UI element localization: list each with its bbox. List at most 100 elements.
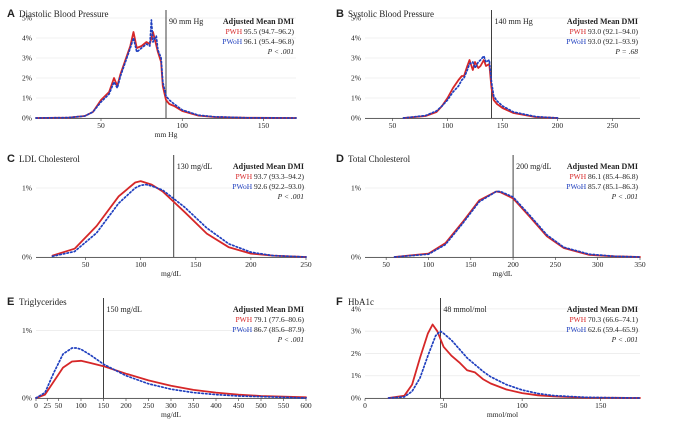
- y-tick-label: 4%: [22, 34, 32, 43]
- threshold-label: 200 mg/dL: [516, 162, 551, 171]
- x-tick-label: 100: [75, 401, 87, 410]
- x-tick-label: 150: [258, 121, 270, 130]
- legend-row-pwh: PWH 70.3 (66.6–74.1): [569, 315, 638, 324]
- legend-value: 95.5 (94.7–96.2): [242, 27, 294, 36]
- threshold-label: 130 mg/dL: [177, 162, 212, 171]
- y-tick-label: 1%: [22, 326, 32, 335]
- y-tick-label: 0%: [351, 253, 361, 262]
- x-axis-label: mm Hg: [155, 130, 178, 139]
- x-tick-label: 50: [440, 401, 448, 410]
- x-tick-label: 250: [143, 401, 155, 410]
- x-tick-label: 350: [634, 260, 646, 269]
- panel-letter: D: [336, 153, 344, 165]
- panel-title: Triglycerides: [19, 297, 67, 307]
- y-tick-label: 1%: [351, 184, 361, 193]
- legend-value: 96.1 (95.4–96.8): [242, 37, 294, 46]
- panel-title: Systolic Blood Pressure: [348, 9, 434, 19]
- p-value: P < .001: [611, 335, 638, 344]
- x-tick-label: 100: [177, 121, 189, 130]
- series-line-pwh: [35, 359, 307, 399]
- p-value: P < .001: [611, 192, 638, 201]
- x-tick-label: 150: [595, 401, 607, 410]
- x-tick-label: 0: [34, 401, 38, 410]
- series-line-pwh: [393, 190, 641, 258]
- x-tick-label: 100: [423, 260, 435, 269]
- legend-value: 93.0 (92.1–93.9): [586, 37, 638, 46]
- y-tick-label: 0%: [351, 394, 361, 403]
- x-axis-label: mmol/mol: [487, 410, 518, 419]
- y-tick-label: 1%: [351, 371, 361, 380]
- threshold-label: 140 mm Hg: [495, 17, 533, 26]
- p-value: P < .001: [277, 192, 304, 201]
- y-tick-label: 1%: [351, 94, 361, 103]
- legend-group-name: PWH: [569, 27, 586, 36]
- panel-c: 0% 1% 50 100 150 200 250 mg/dL 130 mg/dL C LDL Cho…: [7, 153, 312, 278]
- panel-title: Total Cholesterol: [348, 154, 411, 164]
- x-tick-label: 250: [607, 121, 619, 130]
- x-tick-label: 100: [442, 121, 454, 130]
- x-tick-label: 150: [497, 121, 509, 130]
- legend-row-pwoh: PWoH 93.0 (92.1–93.9): [566, 37, 638, 46]
- legend-row-pwh: PWH 93.7 (93.3–94.2): [235, 172, 304, 181]
- panel-letter: B: [336, 8, 344, 20]
- panel-a: 0% 1% 2% 3% 4% 5% 50 100 150 mm Hg 90 mm Hg A Diasto…: [7, 8, 297, 139]
- x-tick-label: 25: [44, 401, 52, 410]
- panel-d: 0% 1% 50 100 150 200 250 300 350 mg/dL 200 mg/dL D T…: [336, 153, 646, 278]
- y-tick-label: 2%: [22, 74, 32, 83]
- legend-value: 93.7 (93.3–94.2): [252, 172, 304, 181]
- legend-row-pwh: PWH 79.1 (77.6–80.6): [235, 315, 304, 324]
- legend-row-pwoh: PWoH 85.7 (85.1–86.3): [566, 182, 638, 191]
- legend-group-name: PWoH: [566, 37, 586, 46]
- legend-group-name: PWH: [569, 315, 586, 324]
- legend-row-pwoh: PWoH 92.6 (92.2–93.0): [232, 182, 304, 191]
- threshold-label: 48 mmol/mol: [443, 305, 487, 314]
- legend-row-pwh: PWH 93.0 (92.1–94.0): [569, 27, 638, 36]
- y-tick-label: 5%: [351, 14, 361, 23]
- x-tick-label: 450: [233, 401, 245, 410]
- p-value: P < .001: [277, 335, 304, 344]
- x-tick-label: 200: [552, 121, 564, 130]
- legend-row-pwoh: PWoH 96.1 (95.4–96.8): [222, 37, 294, 46]
- series-line-pwoh: [402, 55, 559, 119]
- x-tick-label: 50: [97, 121, 105, 130]
- panel-title: HbA1c: [348, 297, 374, 307]
- legend-row-pwh: PWH 86.1 (85.4–86.8): [569, 172, 638, 181]
- legend-header: Adjusted Mean DMI: [567, 305, 638, 314]
- legend-group-name: PWoH: [232, 325, 252, 334]
- legend-header: Adjusted Mean DMI: [223, 17, 294, 26]
- y-tick-label: 3%: [22, 54, 32, 63]
- x-tick-label: 250: [550, 260, 562, 269]
- legend-value: 62.6 (59.4–65.9): [586, 325, 638, 334]
- x-tick-label: 600: [300, 401, 312, 410]
- legend-group-name: PWH: [225, 27, 242, 36]
- series-line-pwh: [51, 180, 307, 258]
- x-tick-label: 200: [507, 260, 519, 269]
- series-line-pwoh: [393, 190, 641, 258]
- legend-row-pwh: PWH 95.5 (94.7–96.2): [225, 27, 294, 36]
- legend-group-name: PWH: [569, 172, 586, 181]
- y-tick-label: 4%: [351, 34, 361, 43]
- legend-value: 79.1 (77.6–80.6): [252, 315, 304, 324]
- legend-group-name: PWoH: [566, 182, 586, 191]
- panel-letter: A: [7, 8, 15, 20]
- legend-value: 92.6 (92.2–93.0): [252, 182, 304, 191]
- series-line-pwoh: [387, 330, 641, 399]
- y-tick-label: 1%: [22, 184, 32, 193]
- x-tick-label: 50: [55, 401, 63, 410]
- legend-value: 70.3 (66.6–74.1): [586, 315, 638, 324]
- x-tick-label: 150: [98, 401, 110, 410]
- x-tick-label: 300: [165, 401, 177, 410]
- series-line-pwh: [402, 59, 559, 119]
- x-tick-label: 550: [278, 401, 290, 410]
- legend-group-name: PWH: [235, 172, 252, 181]
- x-tick-label: 250: [300, 260, 312, 269]
- legend-value: 93.0 (92.1–94.0): [586, 27, 638, 36]
- x-tick-label: 150: [465, 260, 477, 269]
- x-tick-label: 400: [210, 401, 222, 410]
- x-tick-label: 50: [389, 121, 397, 130]
- legend-value: 86.7 (85.6–87.9): [252, 325, 304, 334]
- x-tick-label: 0: [363, 401, 367, 410]
- y-tick-label: 0%: [22, 114, 32, 123]
- y-tick-label: 4%: [351, 304, 361, 313]
